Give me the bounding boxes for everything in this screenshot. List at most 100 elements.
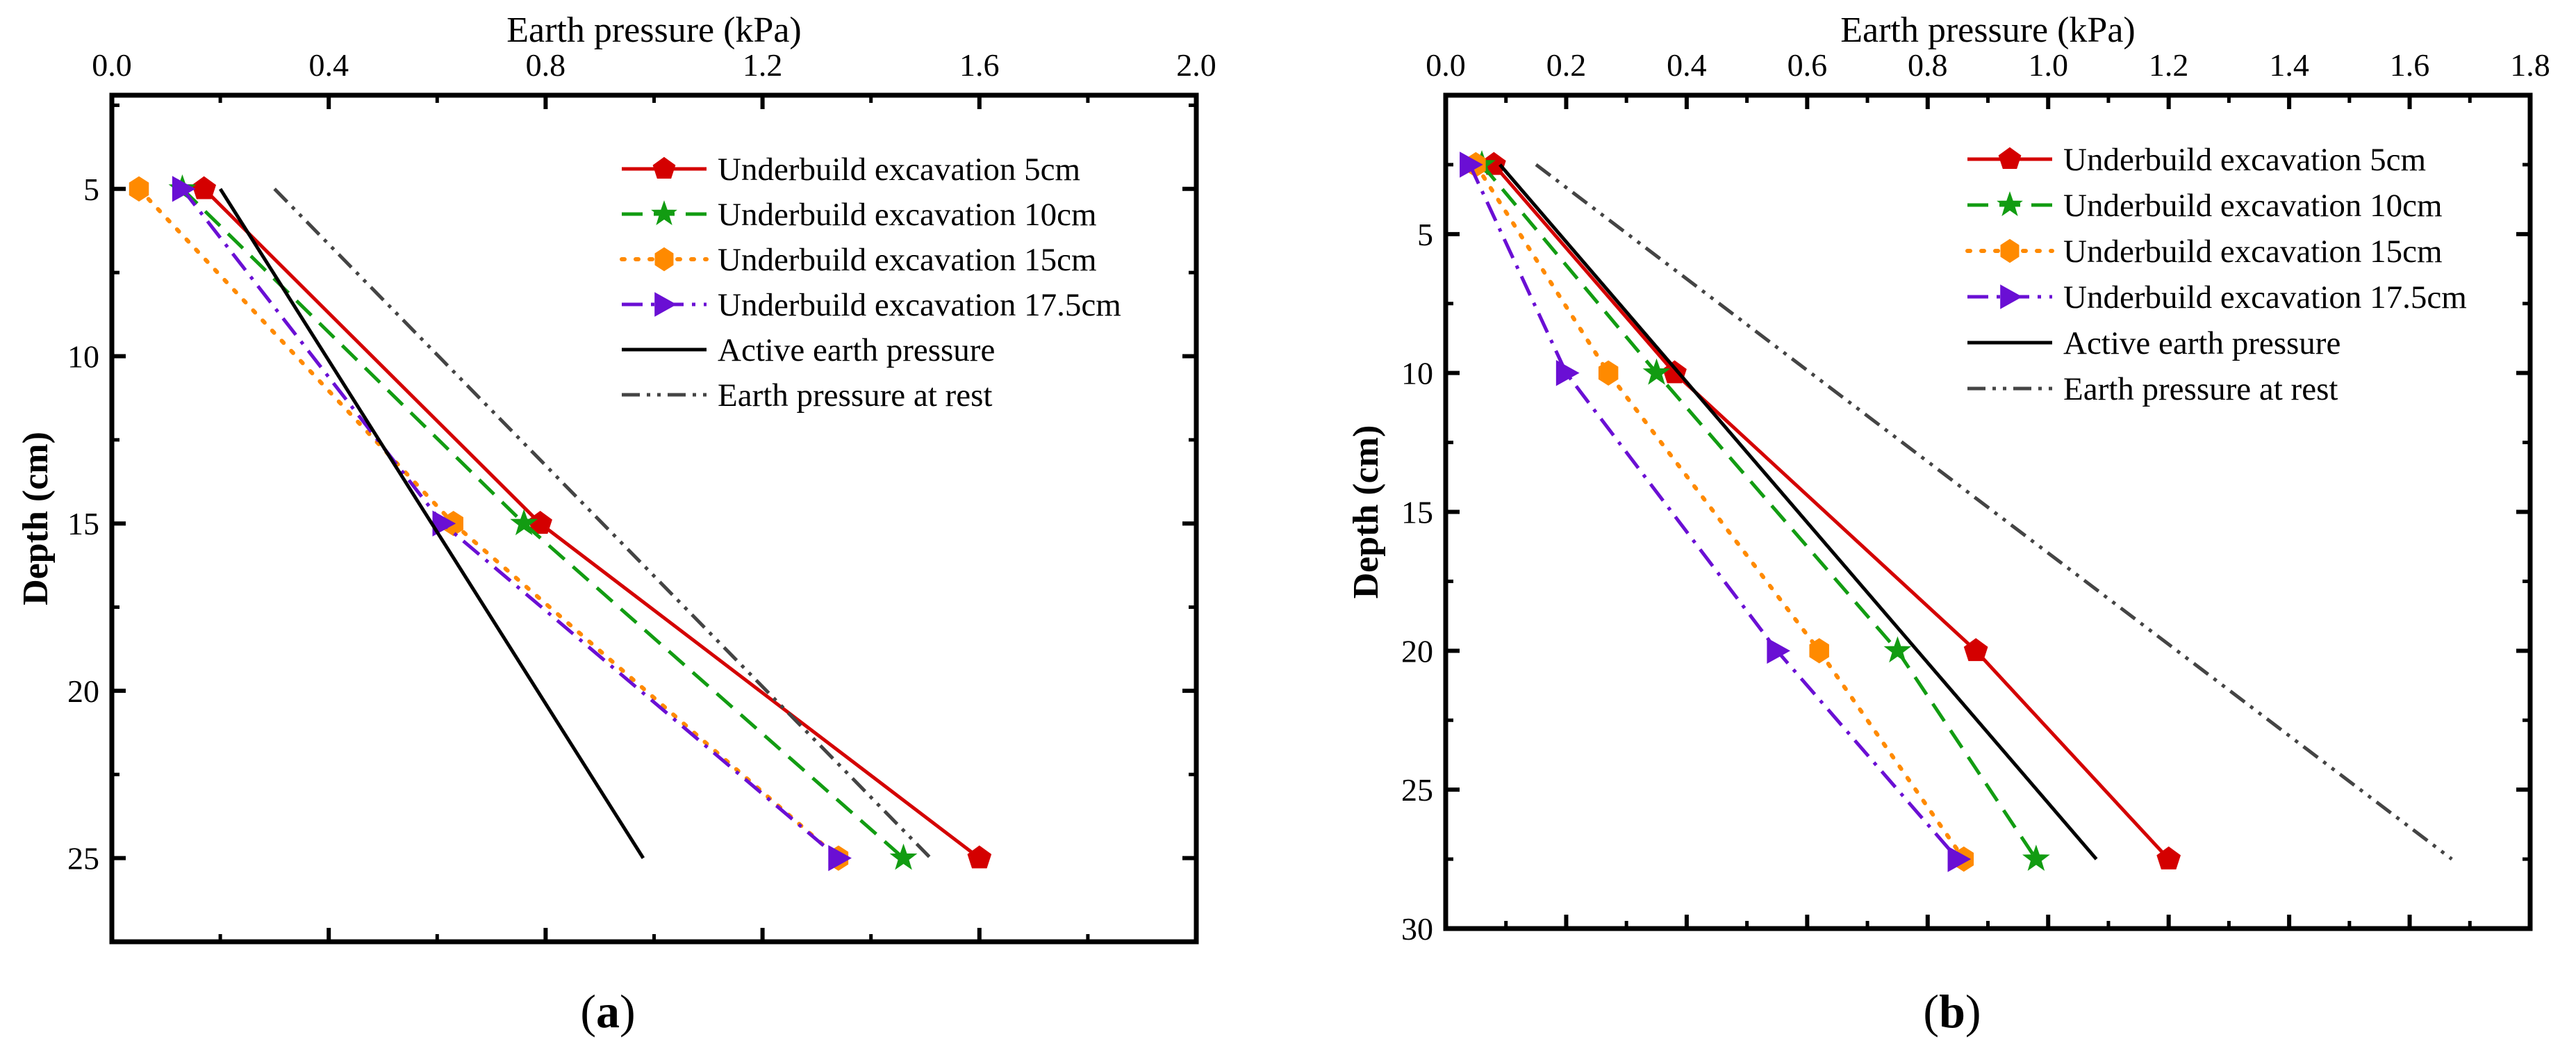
series-line bbox=[1473, 162, 1966, 862]
data-point bbox=[1555, 359, 1580, 386]
x-tick-label: 0.6 bbox=[1787, 47, 1828, 83]
series-line bbox=[1535, 163, 2453, 861]
legend-marker bbox=[654, 247, 674, 272]
legend-label: Underbuild excavation 15cm bbox=[718, 242, 1097, 278]
y-tick-label: 20 bbox=[67, 673, 99, 709]
data-point bbox=[1642, 358, 1671, 385]
legend-item: Earth pressure at rest bbox=[622, 377, 992, 414]
data-point bbox=[967, 845, 992, 869]
x-axis-title: Earth pressure (kPa) bbox=[1840, 10, 2136, 50]
series-line bbox=[1492, 163, 2170, 860]
legend-item: Underbuild excavation 15cm bbox=[620, 242, 1097, 278]
data-point bbox=[1809, 638, 1829, 664]
legend-label: Underbuild excavation 17.5cm bbox=[2063, 279, 2467, 316]
chart-b: 0.0 0.2 0.4 0.6 0.8 1.0 1.2 1.4 1.6 1.8 5 10 15 20 25 3… bbox=[1346, 10, 2550, 1038]
legend-item: Underbuild excavation 10cm bbox=[622, 197, 1097, 233]
y-tick-label: 10 bbox=[1401, 356, 1433, 391]
legend-label: Underbuild excavation 10cm bbox=[718, 197, 1097, 233]
series-3 bbox=[129, 176, 849, 871]
series-2 bbox=[1468, 150, 2050, 871]
x-tick-label: 1.4 bbox=[2269, 47, 2309, 83]
series-line bbox=[1480, 163, 2038, 860]
series-line bbox=[181, 188, 905, 860]
data-point bbox=[172, 176, 196, 202]
y-tick-label: 15 bbox=[1401, 495, 1433, 530]
x-tick-label: 1.6 bbox=[2390, 47, 2430, 83]
data-point bbox=[1767, 637, 1791, 664]
data-point bbox=[1947, 846, 1972, 872]
subfigure-caption: (a) bbox=[580, 985, 635, 1038]
x-tick-label: 1.8 bbox=[2510, 47, 2550, 83]
legend-label: Active earth pressure bbox=[718, 332, 995, 368]
legend-label: Underbuild excavation 5cm bbox=[2063, 142, 2426, 178]
legend-label: Underbuild excavation 17.5cm bbox=[718, 287, 1121, 323]
y-tick-label: 30 bbox=[1401, 911, 1433, 947]
x-tick-label: 2.0 bbox=[1176, 47, 1216, 83]
series-4 bbox=[1460, 152, 1972, 872]
legend: Underbuild excavation 5cm Underbuild exca… bbox=[1965, 142, 2467, 407]
legend-label: Underbuild excavation 10cm bbox=[2063, 188, 2443, 224]
x-axis-title: Earth pressure (kPa) bbox=[506, 10, 802, 50]
data-point bbox=[889, 843, 918, 870]
legend-label: Earth pressure at rest bbox=[2063, 371, 2338, 407]
data-point bbox=[2022, 844, 2050, 871]
legend-item: Underbuild excavation 5cm bbox=[622, 152, 1080, 188]
data-point bbox=[2156, 846, 2181, 869]
x-tick-label: 0.0 bbox=[92, 47, 132, 83]
legend-marker bbox=[2000, 238, 2020, 263]
x-tick-label: 0.4 bbox=[308, 47, 349, 83]
data-point bbox=[1598, 360, 1619, 386]
legend-label: Underbuild excavation 5cm bbox=[718, 152, 1080, 188]
data-point bbox=[828, 844, 852, 872]
x-tick-label: 1.2 bbox=[2149, 47, 2189, 83]
legend-item: Underbuild excavation 10cm bbox=[1967, 188, 2443, 224]
legend-item: Underbuild excavation 17.5cm bbox=[1967, 279, 2467, 316]
legend-marker bbox=[1997, 191, 2023, 217]
data-point bbox=[510, 509, 538, 536]
series-line bbox=[1498, 163, 2098, 860]
legend-item: Active earth pressure bbox=[622, 332, 995, 368]
y-tick-label: 5 bbox=[1417, 217, 1433, 252]
series-1 bbox=[1482, 152, 2181, 869]
y-axis-title: Depth (cm) bbox=[1346, 425, 1386, 599]
x-tick-label: 0.0 bbox=[1426, 47, 1466, 83]
legend-item: Active earth pressure bbox=[1967, 325, 2340, 361]
legend-label: Earth pressure at rest bbox=[718, 377, 992, 414]
legend-item: Underbuild excavation 17.5cm bbox=[622, 287, 1121, 323]
y-tick-label: 5 bbox=[83, 172, 99, 207]
series-1 bbox=[192, 176, 992, 869]
x-tick-label: 0.2 bbox=[1546, 47, 1587, 83]
series-line bbox=[273, 188, 932, 860]
legend-marker bbox=[654, 292, 677, 317]
series-5 bbox=[218, 188, 645, 859]
series-5 bbox=[1498, 163, 2098, 860]
subfigure-caption: (b) bbox=[1923, 985, 1981, 1038]
chart-a: 0.0 0.4 0.8 1.2 1.6 2.0 5 10 15 20 25 Earth pressur… bbox=[16, 10, 1216, 1038]
x-tick-label: 1.0 bbox=[2028, 47, 2068, 83]
data-point bbox=[528, 510, 552, 534]
y-axis-title: Depth (cm) bbox=[16, 432, 56, 605]
y-tick-label: 20 bbox=[1401, 633, 1433, 669]
x-tick-label: 0.8 bbox=[526, 47, 566, 83]
legend-label: Underbuild excavation 15cm bbox=[2063, 234, 2443, 270]
y-tick-label: 25 bbox=[1401, 772, 1433, 808]
data-point bbox=[1460, 152, 1483, 178]
x-tick-label: 0.8 bbox=[1908, 47, 1948, 83]
data-point bbox=[192, 176, 217, 199]
legend-item: Underbuild excavation 5cm bbox=[1967, 142, 2426, 178]
legend-marker bbox=[1998, 147, 2022, 169]
series-6 bbox=[273, 188, 932, 860]
series-4 bbox=[172, 176, 852, 872]
series-3 bbox=[1466, 152, 1974, 872]
y-tick-label: 10 bbox=[67, 339, 99, 375]
legend-marker bbox=[2000, 284, 2023, 309]
series-line bbox=[1468, 163, 1960, 860]
legend-marker bbox=[652, 156, 676, 179]
x-tick-label: 0.4 bbox=[1667, 47, 1707, 83]
legend-item: Earth pressure at rest bbox=[1967, 371, 2338, 407]
series-6 bbox=[1535, 163, 2453, 861]
y-tick-label: 25 bbox=[67, 841, 99, 876]
y-tick-label: 15 bbox=[67, 506, 99, 541]
data-point bbox=[129, 176, 149, 202]
